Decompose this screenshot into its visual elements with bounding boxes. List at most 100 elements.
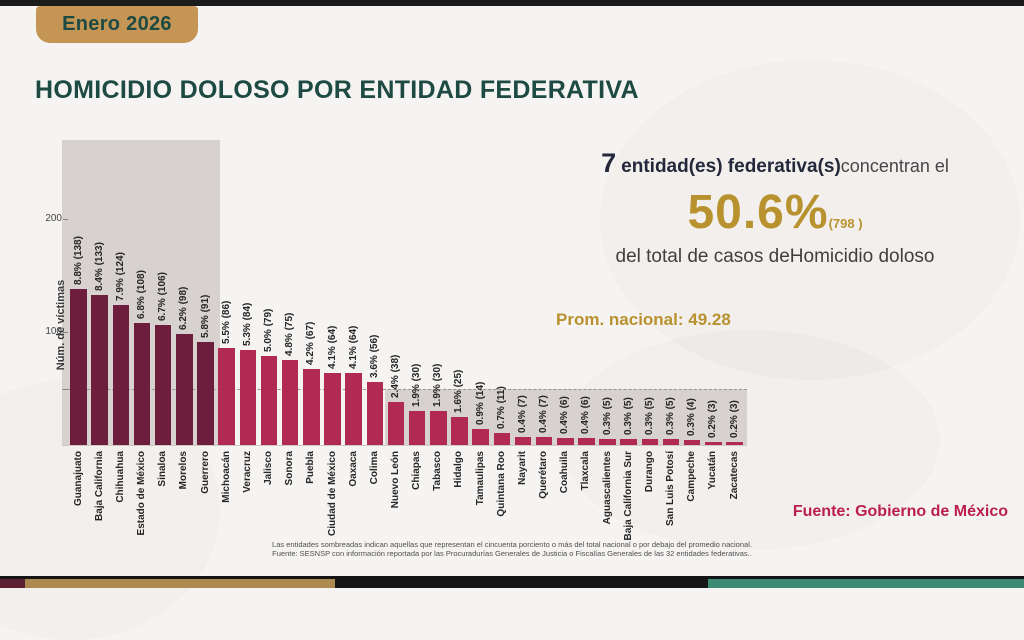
bar-Puebla [303,369,320,445]
bar-value-label: 0.3% (5) [601,397,613,436]
x-axis-label: Zacatecas [728,451,740,500]
bottom-bar-gold-segment [25,579,335,588]
x-axis-label: Jalisco [263,451,275,485]
x-axis-label: Yucatán [707,451,719,490]
bottom-bar-maroon-segment [0,579,25,588]
y-axis-title: Núm. de víctimas [55,279,67,371]
national-average-label: Prom. nacional: 49.28 [556,310,731,329]
bar-value-label: 5.3% (84) [241,302,253,346]
bar-Guerrero [197,342,214,445]
x-axis-label: Nuevo León [389,451,401,509]
bar-Estado de México [133,322,151,445]
x-axis-label: Morelos [178,451,190,490]
bar-Ciudad de México [324,372,341,445]
bar-Chihuahua [112,304,130,445]
bar-Querétaro [535,437,553,445]
bar-San Luis Potosí [662,439,680,445]
x-axis-label: Estado de México [136,451,148,536]
x-axis-label: Chihuahua [114,451,126,503]
x-axis-label: San Luis Potosí [665,451,677,527]
bar-value-label: 0.3% (5) [665,397,677,436]
bar-Tabasco [430,411,447,445]
bar-Nuevo León [387,402,405,445]
bar-Quintana Roo [493,432,511,445]
bar-Nayarit [514,437,532,445]
footnote-line1: Las entidades sombreadas indican aquella… [272,540,752,549]
bottom-border-line [0,576,1024,579]
bar-value-label: 0.3% (4) [686,398,698,437]
bar-value-label: 8.4% (133) [93,241,105,291]
x-axis-label: Veracruz [241,451,253,493]
bar-value-label: 0.4% (6) [580,396,592,435]
bar-value-label: 3.6% (56) [368,334,380,378]
bar-Baja California [91,294,108,445]
bar-value-label: 0.3% (5) [643,397,655,436]
callout-entity-text: entidad(es) federativa(s) [621,156,841,177]
bar-Tlaxcala [578,438,595,445]
callout-line2-prefix: del total de casos de [615,246,790,267]
callout-percent-line: 50.6%(798 ) [545,185,1005,240]
bar-value-label: 0.9% (14) [474,381,486,426]
bar-Jalisco [260,355,278,445]
y-tick-mark [63,331,68,333]
callout-entity-count: 7 [601,148,617,178]
callout-concentran: concentran el [840,156,949,176]
page-title: HOMICIDIO DOLOSO POR ENTIDAD FEDERATIVA [35,76,639,104]
bar-chart: 8.8% (138) 8.4% (133) 7.9% (124) 6.8% (108)… [40,140,755,550]
x-axis-label: Baja California [93,451,105,522]
footnote-line2: Fuente: SESNSP con información reportada… [272,549,752,558]
x-axis-label: Campeche [686,451,698,502]
bar-value-label: 0.4% (7) [538,395,550,434]
x-axis-label: Quintana Roo [495,451,507,517]
callout-percent: 50.6% [687,186,829,239]
bar-Campeche [683,440,701,445]
source-gobierno: Fuente: Gobierno de México [792,503,1008,520]
bar-value-label: 4.8% (75) [284,312,296,357]
x-axis-label: Colima [368,451,380,485]
bottom-bar-black-segment [335,579,708,588]
x-axis-label: Nayarit [516,451,528,485]
bar-Colima [366,381,384,445]
bar-value-label: 1.9% (30) [411,363,423,408]
bar-value-label: 6.2% (98) [178,286,190,331]
bar-value-label: 0.4% (6) [559,396,571,435]
bar-value-label: 0.3% (5) [622,397,634,436]
bar-Durango [641,439,659,445]
x-axis-label: Tabasco [432,451,444,491]
bar-value-label: 4.2% (67) [305,321,317,366]
plot-area: 8.8% (138) 8.4% (133) 7.9% (124) 6.8% (108)… [40,140,755,446]
bar-Chiapas [408,411,426,445]
bar-value-label: 4.1% (64) [347,325,359,369]
bar-Hidalgo [451,416,468,445]
date-badge-label: Enero 2026 [62,13,172,35]
bar-value-label: 2.4% (38) [389,354,401,399]
date-badge: Enero 2026 [36,6,198,43]
x-axis-label: Tlaxcala [580,451,592,491]
y-tick-label: 200 [45,212,62,224]
top-border-strip [0,0,1024,6]
bar-Yucatán [705,441,722,445]
chart-footnote: Las entidades sombreadas indican aquella… [32,540,992,558]
x-axis-label: Guanajuato [72,451,84,507]
bar-Morelos [176,334,193,445]
bar-value-label: 8.8% (138) [72,236,84,285]
bar-value-label: 4.1% (64) [326,325,338,369]
bar-value-label: 5.0% (79) [263,308,275,352]
bar-Sinaloa [154,325,172,445]
x-axis-label: Durango [643,451,655,493]
x-axis-label: Coahuila [559,451,571,494]
callout-line2: del total de casos deHomicidio doloso [545,246,1005,268]
bar-value-label: 1.6% (25) [453,369,465,413]
callout-line2-subject: Homicidio doloso [789,246,935,267]
bar-Michoacán [218,347,235,445]
bar-value-label: 6.8% (108) [136,269,148,319]
x-axis-label: Baja California Sur [622,451,634,541]
bar-value-label: 0.2% (3) [728,399,740,438]
bar-value-label: 5.8% (91) [199,294,211,339]
bar-value-label: 0.2% (3) [707,399,719,438]
bar-value-label: 5.5% (86) [220,300,232,344]
bar-Zacatecas [726,441,743,445]
x-axis-label: Sinaloa [157,451,169,487]
x-axis-label: Oaxaca [347,451,359,487]
x-axis-label: Guerrero [199,451,211,494]
